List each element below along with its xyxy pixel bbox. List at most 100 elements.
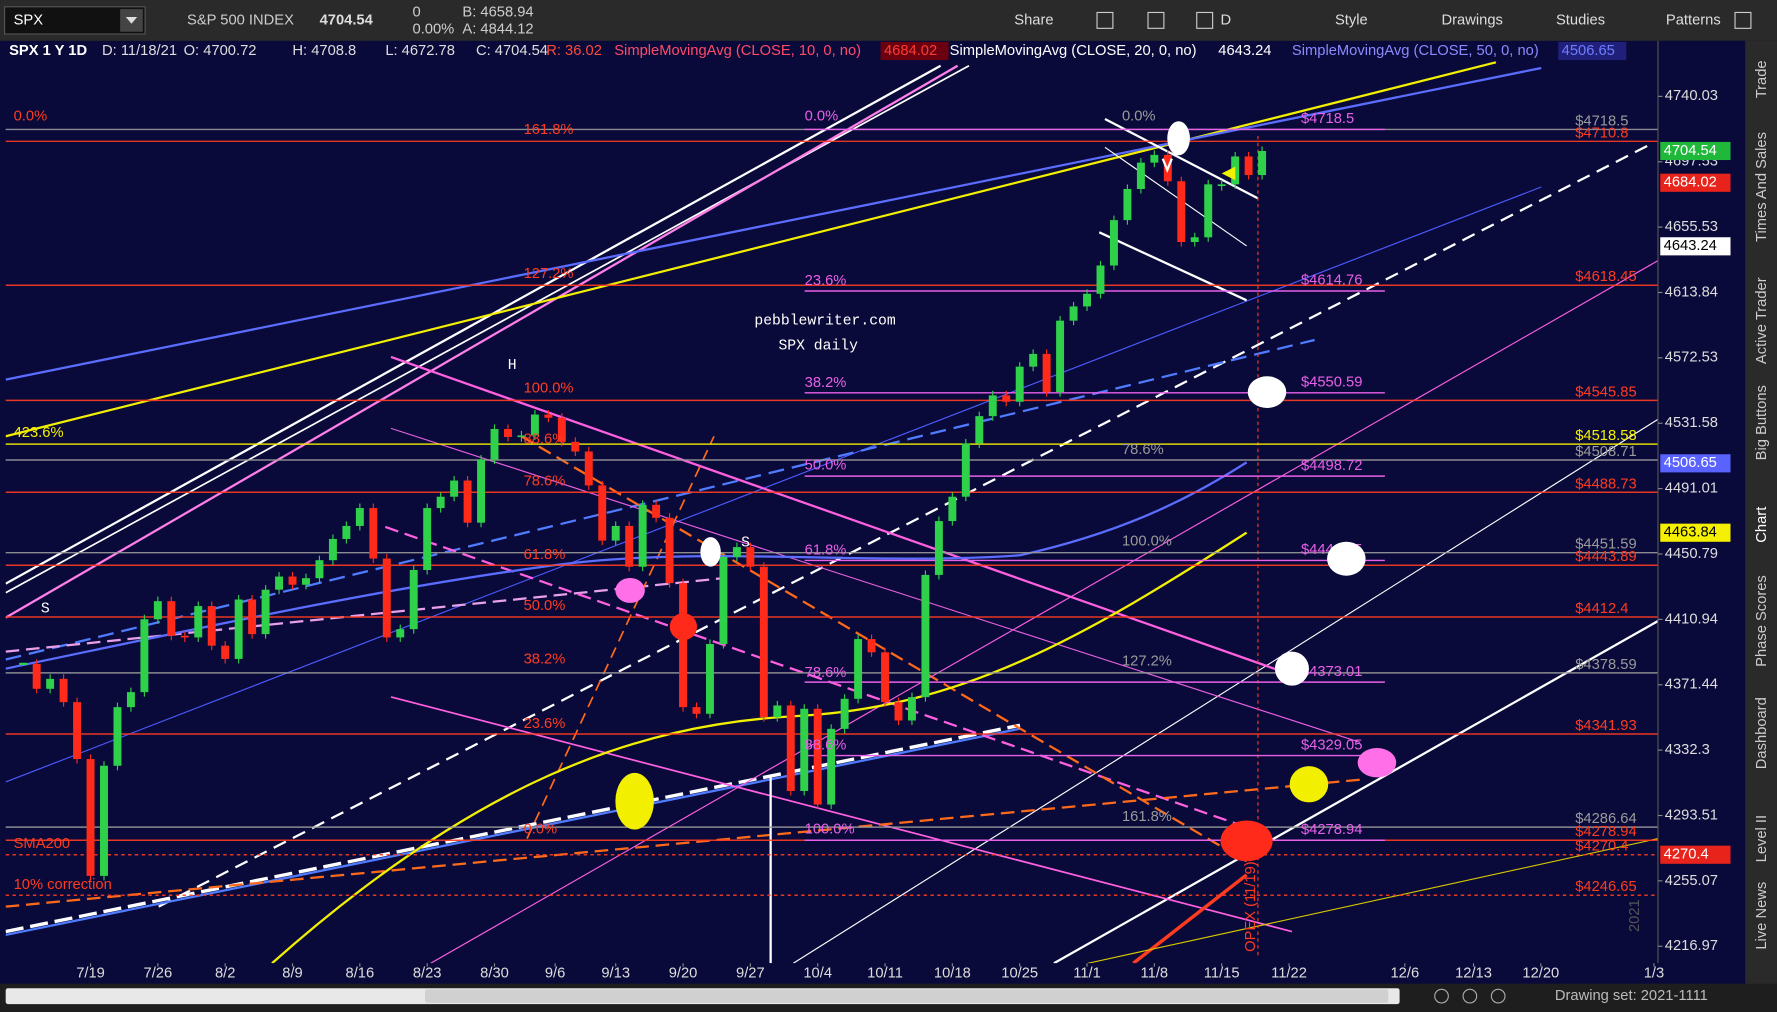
candle bbox=[1096, 265, 1105, 294]
ohlc-info: R: 36.02 bbox=[546, 43, 602, 59]
y-tick-label: 4655.53 bbox=[1665, 219, 1718, 235]
price-level-label: $4378.59 bbox=[1575, 657, 1636, 673]
candle bbox=[1042, 353, 1051, 393]
candle bbox=[207, 606, 216, 646]
y-tick-label: 4613.84 bbox=[1665, 284, 1718, 300]
candle bbox=[288, 576, 297, 585]
y-tick-label: 4293.51 bbox=[1665, 807, 1718, 823]
x-tick-label: 7/19 bbox=[76, 965, 105, 981]
candle bbox=[1015, 366, 1024, 402]
candle bbox=[1150, 154, 1159, 163]
side-tab[interactable]: Live News bbox=[1754, 882, 1770, 950]
channel-line bbox=[1098, 231, 1248, 302]
annotation: 78.6% bbox=[524, 474, 566, 490]
price-level-label: $4618.45 bbox=[1575, 269, 1636, 285]
channel-line bbox=[1104, 117, 1259, 200]
study-value: 4506.65 bbox=[1562, 43, 1615, 59]
candle bbox=[988, 395, 997, 417]
candle bbox=[126, 692, 135, 708]
toolbar-icon[interactable] bbox=[1734, 11, 1752, 29]
toolbar-icon[interactable] bbox=[1147, 11, 1165, 29]
trend-line bbox=[5, 64, 959, 619]
symbol: SPX bbox=[14, 12, 44, 28]
side-tab[interactable]: Times And Sales bbox=[1754, 132, 1770, 242]
trend-line bbox=[5, 727, 1021, 937]
dropdown-arrow bbox=[125, 16, 138, 24]
marker-oval bbox=[700, 537, 721, 567]
annotation: 10% correction bbox=[14, 877, 112, 893]
target-label: $4329.05 bbox=[1301, 737, 1362, 753]
study-value-box bbox=[1214, 41, 1283, 61]
side-tab[interactable]: Chart bbox=[1754, 507, 1770, 543]
target-label: $4373.01 bbox=[1301, 664, 1362, 680]
side-tab[interactable]: Level II bbox=[1754, 815, 1770, 862]
marker-oval bbox=[1289, 766, 1329, 803]
trend-line bbox=[430, 260, 1658, 964]
candle bbox=[194, 606, 203, 638]
side-tab[interactable]: Trade bbox=[1754, 60, 1770, 98]
study-name: SimpleMovingAvg (CLOSE, 20, 0, no) bbox=[950, 43, 1197, 59]
candle bbox=[302, 578, 310, 585]
scroll-thumb[interactable] bbox=[424, 989, 1389, 1003]
candle bbox=[1258, 150, 1267, 176]
y-tick-label: 4740.03 bbox=[1665, 88, 1718, 104]
candle bbox=[948, 496, 957, 522]
annotation: 0.0% bbox=[14, 109, 48, 125]
x-tick-label: 8/16 bbox=[346, 965, 375, 981]
annotation: 88.6% bbox=[524, 432, 566, 448]
zoom-button[interactable] bbox=[1462, 988, 1478, 1004]
annotation: 2021 bbox=[1627, 899, 1643, 932]
candle bbox=[113, 707, 122, 766]
candle bbox=[786, 705, 795, 792]
candle bbox=[436, 496, 445, 509]
annotation: H bbox=[508, 358, 517, 374]
arrow-marker bbox=[1221, 166, 1236, 181]
x-tick-label: 1/3 bbox=[1644, 965, 1664, 981]
candle bbox=[1136, 162, 1145, 189]
x-tick-label: 8/30 bbox=[480, 965, 509, 981]
annotation: 78.6% bbox=[1122, 442, 1164, 458]
candle bbox=[32, 663, 41, 689]
toolbar-label: Share bbox=[1014, 12, 1053, 28]
candle bbox=[59, 678, 68, 703]
annotation: 50.0% bbox=[805, 458, 847, 474]
candle bbox=[881, 652, 889, 703]
y-tick-label: 4255.07 bbox=[1665, 873, 1718, 889]
ask: A: 4844.12 bbox=[462, 21, 533, 37]
side-tab[interactable]: Phase Scores bbox=[1754, 575, 1770, 667]
bid: B: 4658.94 bbox=[462, 4, 533, 20]
candle bbox=[450, 480, 459, 497]
candle bbox=[652, 504, 661, 518]
markers bbox=[615, 121, 1397, 862]
marker-oval bbox=[1274, 651, 1309, 686]
toolbar-icon[interactable] bbox=[1096, 11, 1114, 29]
price-tag-label: 4704.54 bbox=[1664, 143, 1717, 159]
annotations: 0.0% 423.6% SMA200 10% correction 161.8% 127.… bbox=[14, 109, 1644, 952]
pct-change: 0.00% bbox=[413, 21, 455, 37]
side-tab[interactable]: Active Trader bbox=[1754, 277, 1770, 364]
target-label: $4614.76 bbox=[1301, 273, 1362, 289]
candle bbox=[140, 619, 149, 693]
candle bbox=[1177, 181, 1186, 242]
study-name: SimpleMovingAvg (CLOSE, 50, 0, no) bbox=[1292, 43, 1539, 59]
toolbar-icon[interactable] bbox=[1196, 11, 1214, 29]
candle bbox=[611, 525, 620, 541]
side-tab[interactable]: Big Buttons bbox=[1754, 385, 1770, 460]
price-tag bbox=[1660, 523, 1731, 542]
side-tab[interactable]: Dashboard bbox=[1754, 697, 1770, 769]
arrow-marker bbox=[1161, 158, 1173, 174]
annotation: 23.6% bbox=[524, 716, 566, 732]
levels: $4718.5$4710.8$4618.45$4545.85$4518.58$4… bbox=[5, 111, 1658, 896]
x-tick-label: 9/27 bbox=[736, 965, 765, 981]
price-axis bbox=[1657, 40, 1746, 964]
zoom-button[interactable] bbox=[1434, 988, 1449, 1004]
zoom-button[interactable] bbox=[1490, 988, 1506, 1004]
price-tag-label: 4270.4 bbox=[1664, 847, 1709, 863]
trend-line bbox=[5, 64, 942, 585]
candle bbox=[1029, 353, 1038, 367]
candle bbox=[638, 504, 647, 567]
candle bbox=[396, 629, 405, 638]
candle bbox=[234, 599, 243, 659]
candle bbox=[719, 556, 728, 645]
